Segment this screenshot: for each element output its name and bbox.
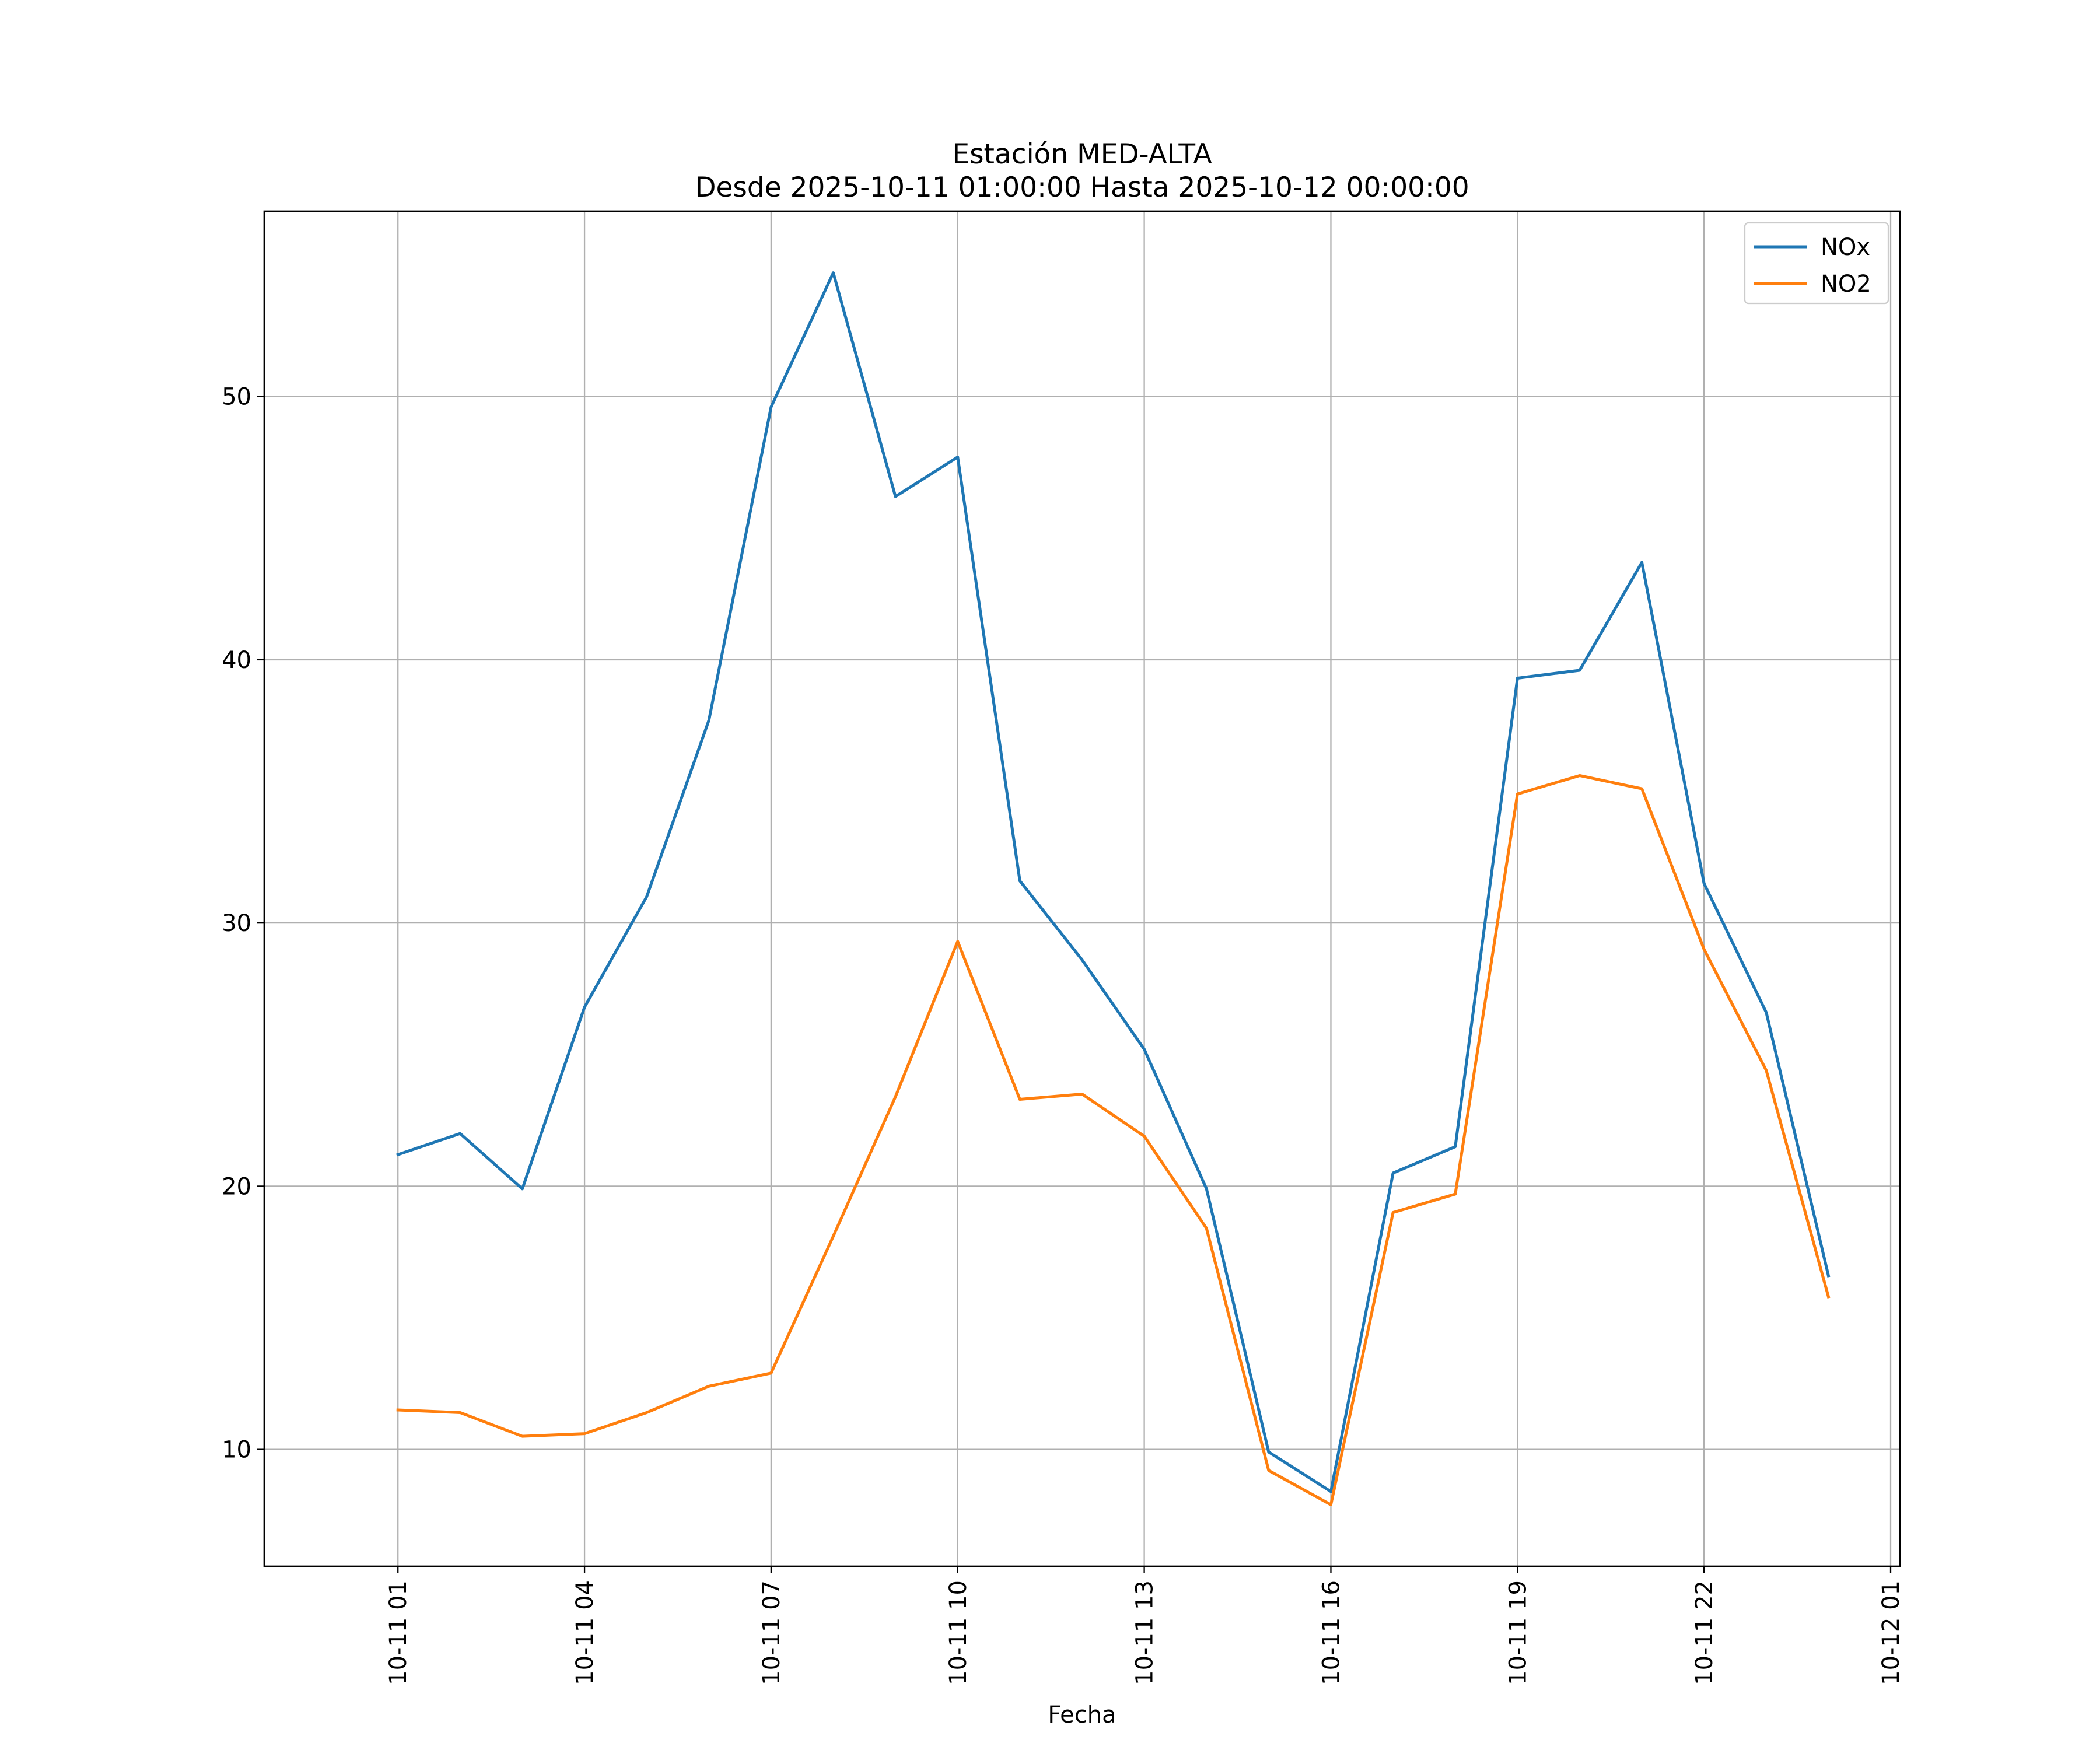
y-tick-label: 30 bbox=[222, 910, 251, 937]
axis-ticks: 10-11 01 10-11 04 10-11 07 10-11 10 10-11 13… bbox=[222, 384, 1905, 1685]
y-tick-label: 20 bbox=[222, 1173, 251, 1200]
x-tick-label: 10-11 01 bbox=[385, 1580, 412, 1685]
x-tick-label: 10-11 10 bbox=[945, 1580, 972, 1685]
y-tick-label: 10 bbox=[222, 1437, 251, 1464]
y-tick-label: 40 bbox=[222, 647, 251, 674]
grid bbox=[264, 211, 1900, 1566]
x-axis-label: Fecha bbox=[1048, 1702, 1116, 1728]
legend: NOx NO2 bbox=[1744, 222, 1889, 305]
plot-frame bbox=[263, 210, 1901, 1567]
series-line-no2 bbox=[396, 774, 1831, 1506]
x-tick-label: 10-11 07 bbox=[758, 1580, 785, 1685]
y-tick-label: 50 bbox=[222, 384, 251, 411]
chart-subtitle: Desde 2025-10-11 01:00:00 Hasta 2025-10-… bbox=[695, 172, 1469, 204]
x-tick-label: 10-12 01 bbox=[1878, 1580, 1905, 1685]
chart-title: Estación MED-ALTA bbox=[952, 138, 1212, 170]
legend-label-nox: NOx bbox=[1821, 234, 1870, 261]
series-lines bbox=[396, 271, 1831, 1506]
legend-label-no2: NO2 bbox=[1821, 271, 1871, 298]
x-tick-label: 10-11 04 bbox=[572, 1580, 598, 1685]
series-line-nox bbox=[396, 271, 1831, 1493]
x-tick-label: 10-11 16 bbox=[1318, 1580, 1345, 1685]
x-tick-label: 10-11 13 bbox=[1132, 1580, 1158, 1685]
x-tick-label: 10-11 22 bbox=[1691, 1580, 1718, 1685]
x-tick-label: 10-11 19 bbox=[1504, 1580, 1531, 1685]
